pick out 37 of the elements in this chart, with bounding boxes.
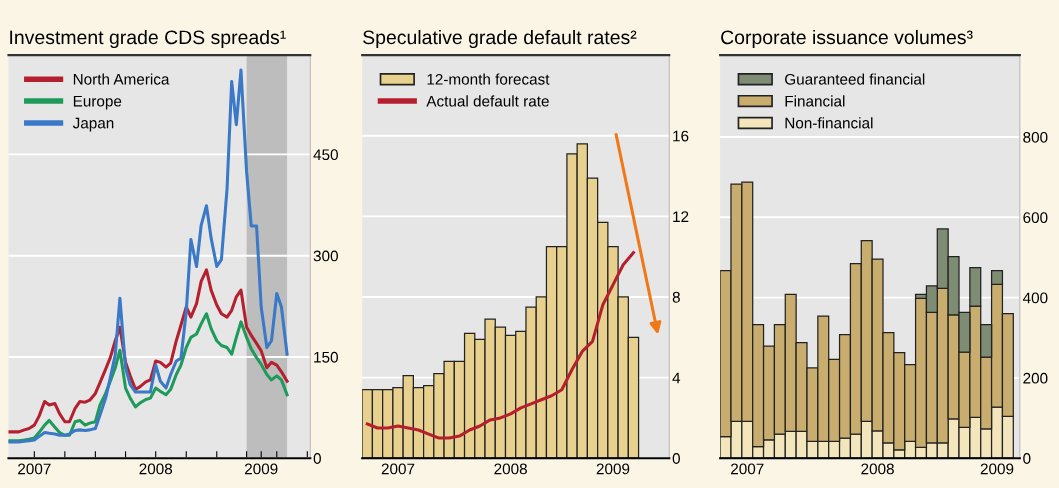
y-tick-label: 800	[1023, 131, 1048, 143]
line-series	[365, 251, 635, 440]
x-tick-label: 2008	[861, 463, 894, 475]
legend-label: Japan	[72, 117, 114, 132]
y-tick-label: 300	[313, 250, 338, 262]
chart-title: Speculative grade default rates²	[363, 29, 637, 49]
x-tick-label: 2009	[244, 463, 278, 475]
y-tick-label: 12	[673, 211, 689, 222]
legend-label: Guaranteed financial	[785, 73, 925, 85]
y-tick-label: 200	[1023, 372, 1048, 384]
legend-label: Actual default rate	[426, 95, 549, 107]
chart-title: Corporate issuance volumes³	[721, 29, 973, 49]
y-tick-label: 4	[672, 372, 681, 384]
x-tick-label: 2007	[731, 463, 764, 475]
y-tick-label: 8	[672, 291, 680, 303]
legend-label: Non-financial	[785, 117, 873, 129]
y-tick-label: 16	[673, 130, 689, 142]
legend-label: 12-month forecast	[427, 73, 550, 85]
line-series	[8, 68, 289, 444]
x-tick-label: 2008	[494, 463, 527, 475]
x-tick-label: 2009	[596, 463, 630, 475]
legend-label: Europe	[73, 95, 122, 110]
chart-title: Investment grade CDS spreads¹	[10, 29, 286, 49]
x-tick-label: 2009	[980, 463, 1014, 475]
x-tick-label: 2007	[18, 463, 51, 475]
legend-label: Financial	[785, 95, 845, 107]
y-tick-label: 150	[314, 351, 338, 363]
legend-label: North America	[73, 73, 170, 85]
y-tick-label: 400	[1022, 292, 1048, 304]
line-series	[8, 268, 289, 434]
y-tick-label: 600	[1023, 212, 1048, 224]
x-tick-label: 2008	[139, 463, 173, 475]
y-tick-label: 450	[313, 149, 338, 161]
y-tick-label: 0	[313, 453, 321, 464]
y-tick-label: 0	[1023, 453, 1031, 464]
x-tick-label: 2007	[381, 463, 415, 475]
y-tick-label: 0	[672, 453, 680, 464]
